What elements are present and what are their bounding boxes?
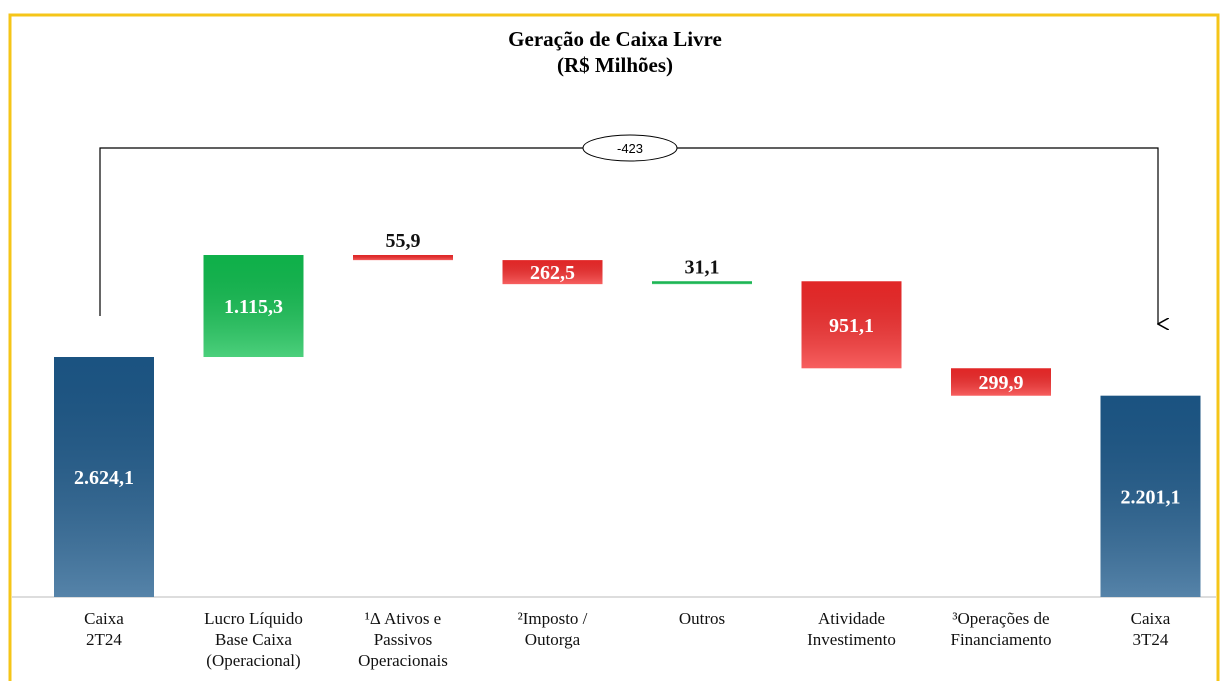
value-label: 31,1 (685, 256, 720, 278)
x-tick-label: Lucro Líquido Base Caixa (Operacional) (204, 609, 303, 670)
value-label: 55,9 (386, 230, 421, 252)
x-tick-label: Caixa 3T24 (1130, 609, 1171, 649)
chart-subtitle: (R$ Milhões) (557, 53, 673, 77)
value-label: 262,5 (530, 262, 575, 284)
x-tick-label: Caixa 2T24 (84, 609, 124, 649)
bar-shade (54, 357, 154, 597)
bar-shade (951, 368, 1051, 396)
x-tick-label: ³Operações de Financiamento (950, 609, 1052, 649)
bar-shade (353, 255, 453, 261)
value-label: 951,1 (829, 315, 874, 337)
value-label: 1.115,3 (224, 296, 283, 318)
annotation: -423 (617, 141, 643, 156)
bar-shade (801, 281, 902, 369)
x-tick-label: ²Imposto / Outorga (517, 609, 588, 649)
chart-title: Geração de Caixa Livre (508, 27, 722, 51)
bar-shade (502, 260, 603, 285)
bar-shade (1100, 395, 1201, 597)
x-tick-label: ¹Δ Ativos e Passivos Operacionais (358, 609, 448, 670)
value-label: 2.624,1 (74, 467, 134, 489)
x-tick-label: Atividade Investimento (807, 609, 896, 649)
bar-shade (203, 255, 304, 358)
bar-shade (652, 281, 752, 285)
value-label: 299,9 (979, 372, 1024, 394)
value-label: 2.201,1 (1121, 486, 1181, 508)
frame (8, 13, 1220, 681)
x-tick-label: Outros (678, 609, 726, 628)
annotation-bubble (582, 134, 678, 162)
